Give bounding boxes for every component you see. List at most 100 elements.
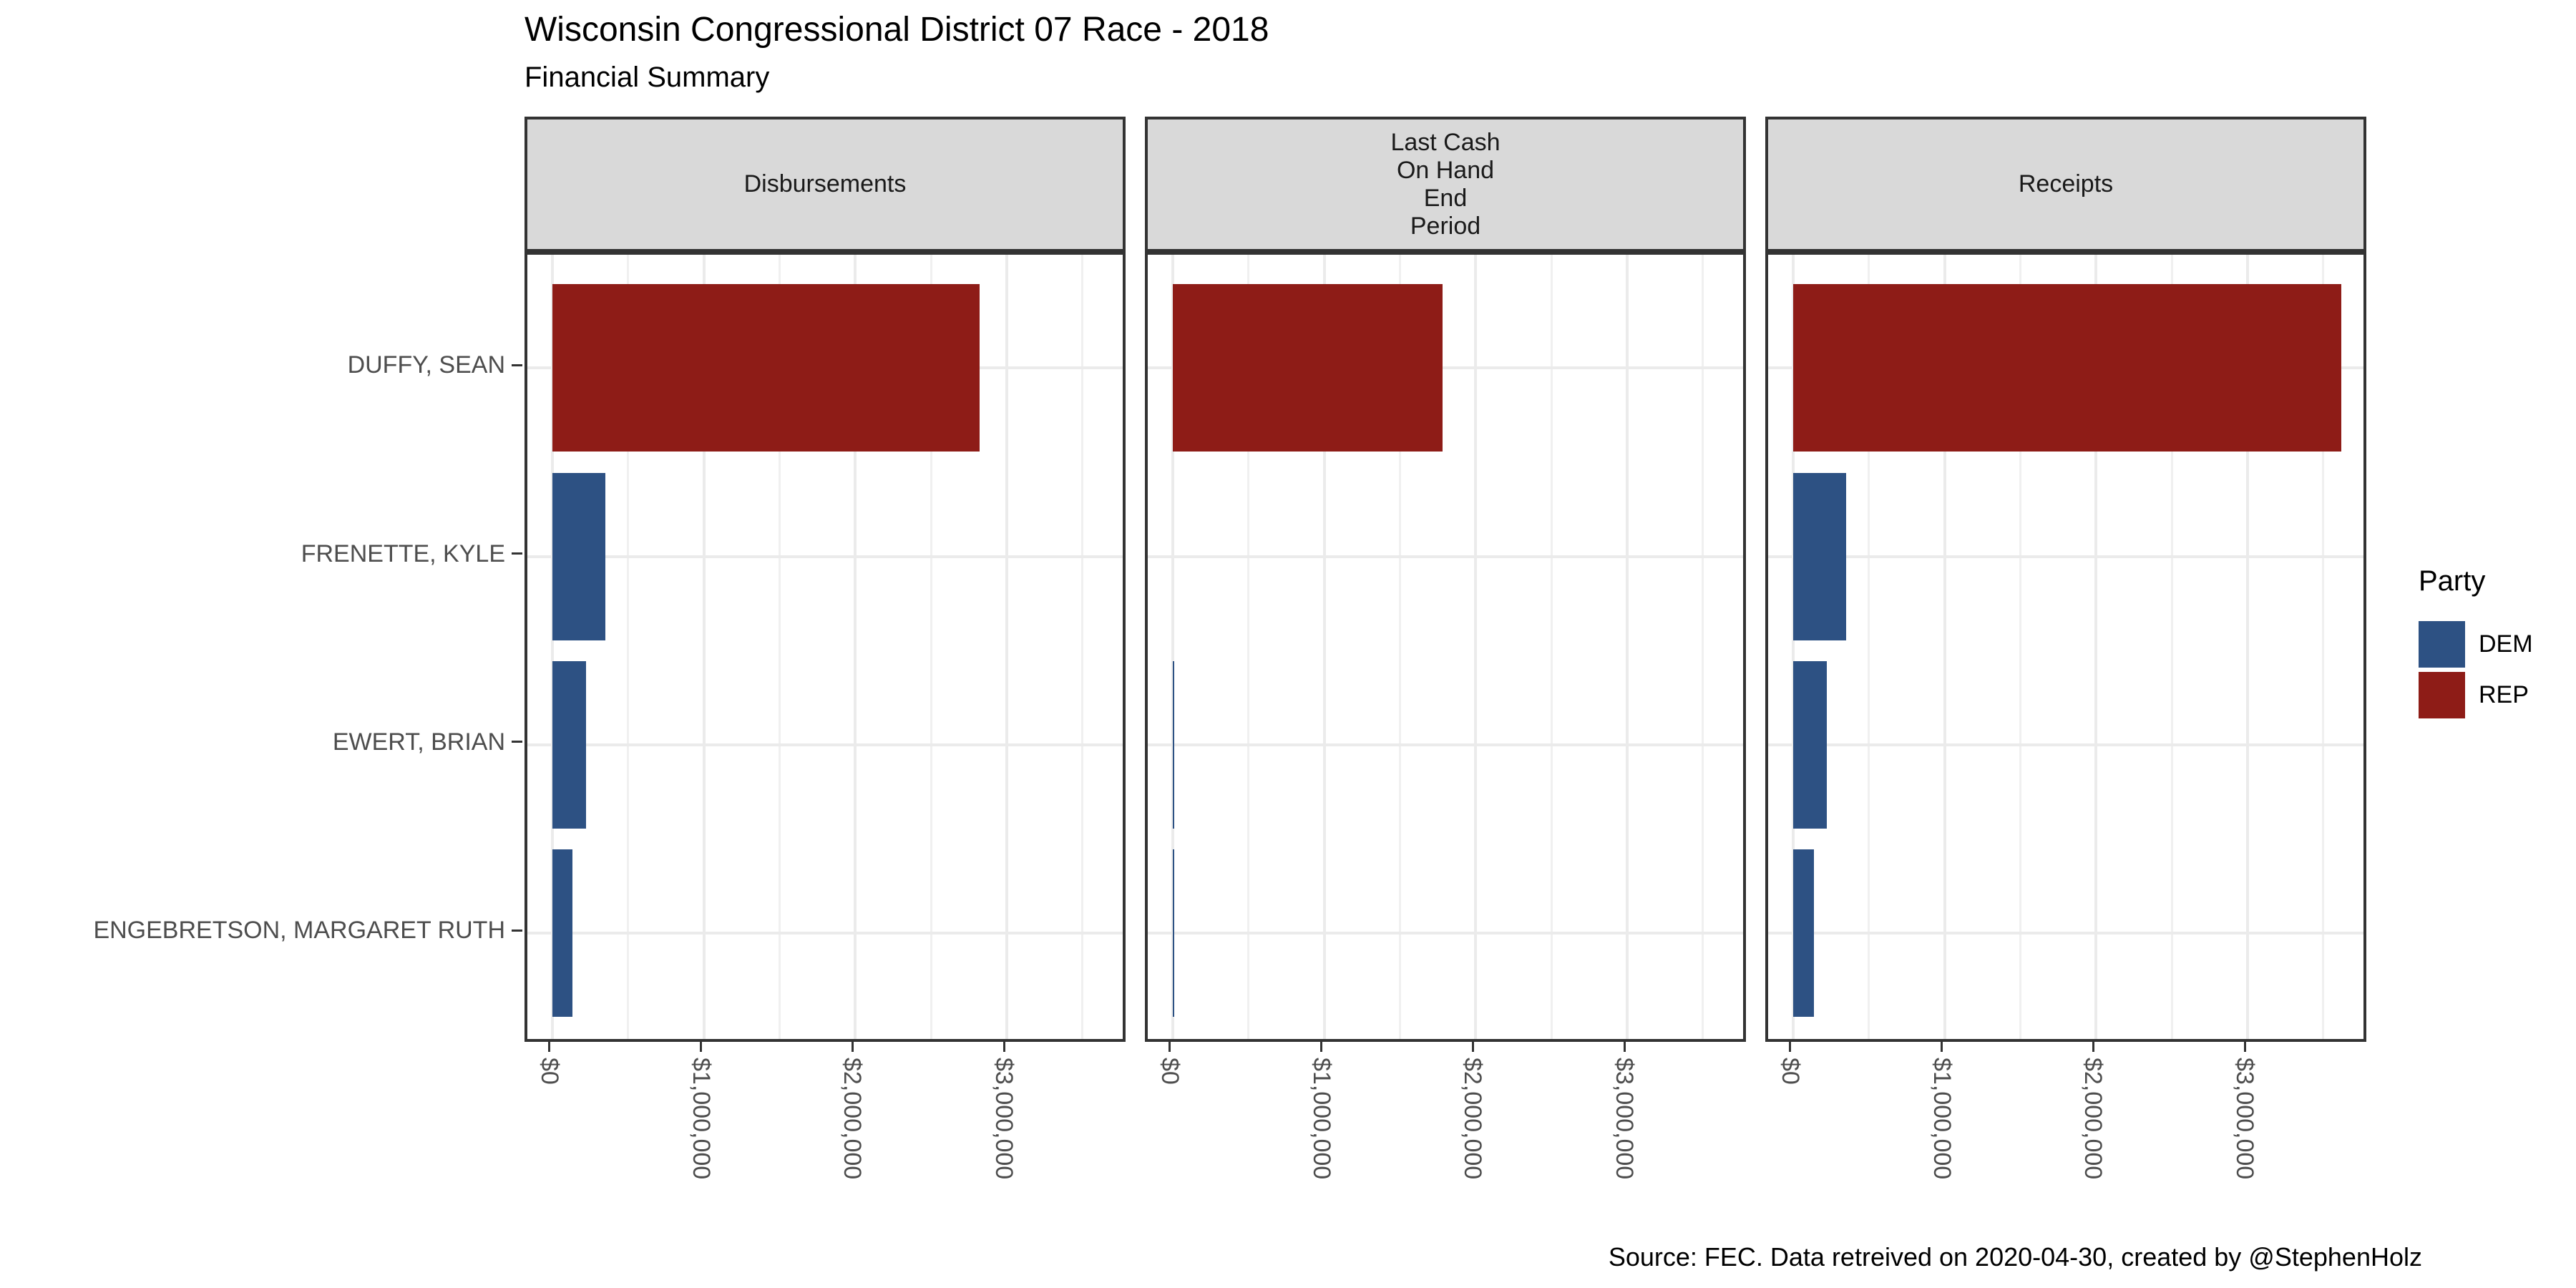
y-axis-label-ewert-brian: EWERT, BRIAN <box>332 728 505 756</box>
gridline-major-horizontal <box>1768 932 2363 935</box>
gridline-major-vertical <box>1474 255 1478 1039</box>
x-axis-tick <box>2092 1042 2094 1052</box>
gridline-major-horizontal <box>1148 743 1743 746</box>
x-axis-tick <box>1320 1042 1323 1052</box>
gridline-major-vertical <box>1791 255 1795 1039</box>
bar-last-cash-on-hand-end-period-ewert-brian <box>1172 660 1174 829</box>
gridline-major-horizontal <box>1148 366 1743 369</box>
facet-last-cash-on-hand-end-period: Last Cash On Hand End Period $0 $1,000,000… <box>1145 117 1746 1226</box>
legend-title: Party <box>2419 565 2486 597</box>
x-axis-tick-label: $1,000,000 <box>1928 1058 1956 1180</box>
x-axis-tick-label: $2,000,000 <box>1459 1058 1487 1180</box>
gridline-major-horizontal <box>527 743 1123 746</box>
gridline-minor-vertical <box>1868 255 1870 1039</box>
gridline-minor-vertical <box>1247 255 1250 1039</box>
gridline-minor-vertical <box>627 255 630 1039</box>
y-axis: DUFFY, SEAN FRENETTE, KYLE EWERT, BRIAN ENG… <box>0 252 525 1042</box>
gridline-minor-vertical <box>930 255 932 1039</box>
bar-receipts-ewert-brian <box>1792 660 1827 829</box>
y-axis-label-engebretson-margaret-ruth: ENGEBRETSON, MARGARET RUTH <box>93 917 505 944</box>
gridline-major-vertical <box>1005 255 1009 1039</box>
x-axis-tick <box>1941 1042 1943 1052</box>
bar-receipts-frenette-kyle <box>1792 472 1847 640</box>
gridline-major-horizontal <box>1768 555 2363 558</box>
x-axis-tick-label: $2,000,000 <box>2079 1058 2107 1180</box>
gridline-minor-vertical <box>779 255 781 1039</box>
facet-receipts: Receipts $0 $1,000,000 $2,000,000 $3,000,000 <box>1765 117 2366 1226</box>
y-axis-label-frenette-kyle: FRENETTE, KYLE <box>301 540 505 567</box>
facet-strip-label: Disbursements <box>743 170 907 197</box>
x-axis-tick <box>1789 1042 1792 1052</box>
y-axis-tick <box>512 741 522 743</box>
facet-panel <box>1145 252 1746 1042</box>
chart-subtitle: Financial Summary <box>525 62 770 93</box>
facet-strip: Last Cash On Hand End Period <box>1145 117 1746 252</box>
gridline-minor-vertical <box>1550 255 1553 1039</box>
x-axis-tick-label: $1,000,000 <box>687 1058 715 1180</box>
x-axis-tick-label: $3,000,000 <box>1611 1058 1639 1180</box>
x-axis-tick <box>548 1042 551 1052</box>
gridline-major-vertical <box>2246 255 2250 1039</box>
gridline-major-vertical <box>1626 255 1629 1039</box>
source-caption: Source: FEC. Data retreived on 2020-04-3… <box>1608 1242 2422 1272</box>
y-axis-tick <box>512 929 522 932</box>
gridline-major-horizontal <box>1148 932 1743 935</box>
gridline-minor-vertical <box>2170 255 2173 1039</box>
x-axis-tick-label: $0 <box>535 1058 563 1085</box>
facet-strip-label: Receipts <box>2018 170 2114 197</box>
legend-label-rep: REP <box>2479 681 2529 708</box>
bar-receipts-duffy-sean <box>1792 284 2342 452</box>
x-axis-tick-label: $1,000,000 <box>1307 1058 1335 1180</box>
bar-disbursements-ewert-brian <box>552 660 586 829</box>
gridline-minor-vertical <box>1399 255 1401 1039</box>
facet-disbursements: Disbursements $0 $1,000,000 $2,000,000 $3,00… <box>525 117 1126 1226</box>
gridline-major-vertical <box>1943 255 1946 1039</box>
bar-last-cash-on-hand-end-period-engebretson-margaret-ruth <box>1172 849 1174 1017</box>
gridline-major-vertical <box>854 255 857 1039</box>
chart-title: Wisconsin Congressional District 07 Race… <box>525 11 1269 49</box>
x-axis-tick <box>700 1042 703 1052</box>
y-axis-tick <box>512 552 522 555</box>
legend-swatch-rep <box>2419 672 2465 718</box>
legend: Party DEM REP <box>2419 565 2576 780</box>
gridline-major-horizontal <box>527 932 1123 935</box>
facet-panel <box>1765 252 2366 1042</box>
gridline-minor-vertical <box>2322 255 2325 1039</box>
gridline-major-horizontal <box>1148 555 1743 558</box>
x-axis-tick <box>1002 1042 1005 1052</box>
facet-strip-label: Last Cash On Hand End Period <box>1390 128 1501 240</box>
facet-strip: Receipts <box>1765 117 2366 252</box>
y-axis-tick <box>512 364 522 366</box>
x-axis-tick <box>1471 1042 1474 1052</box>
x-axis-tick-label: $3,000,000 <box>990 1058 1018 1180</box>
bar-disbursements-duffy-sean <box>552 284 980 452</box>
gridline-major-vertical <box>702 255 706 1039</box>
facet-panel <box>525 252 1126 1042</box>
bar-last-cash-on-hand-end-period-duffy-sean <box>1172 284 1443 452</box>
x-axis-tick-label: $3,000,000 <box>2231 1058 2259 1180</box>
x-axis-tick-label: $0 <box>1156 1058 1184 1085</box>
y-axis-label-duffy-sean: DUFFY, SEAN <box>347 351 505 379</box>
gridline-major-vertical <box>1171 255 1174 1039</box>
legend-entry-dem: DEM <box>2419 621 2576 668</box>
x-axis-tick-label: $2,000,000 <box>839 1058 867 1180</box>
gridline-minor-vertical <box>1702 255 1704 1039</box>
legend-swatch-dem <box>2419 621 2465 668</box>
gridline-major-horizontal <box>527 555 1123 558</box>
x-axis-tick <box>851 1042 854 1052</box>
x-axis-tick <box>1169 1042 1171 1052</box>
bar-receipts-engebretson-margaret-ruth <box>1792 849 1814 1017</box>
x-axis-tick <box>2243 1042 2246 1052</box>
gridline-major-vertical <box>550 255 554 1039</box>
gridline-major-horizontal <box>1768 743 2363 746</box>
x-axis-tick-label: $0 <box>1776 1058 1804 1085</box>
gridline-major-vertical <box>2094 255 2098 1039</box>
legend-entry-rep: REP <box>2419 672 2576 718</box>
facet-strip: Disbursements <box>525 117 1126 252</box>
legend-label-dem: DEM <box>2479 630 2533 658</box>
gridline-major-vertical <box>1322 255 1326 1039</box>
gridline-minor-vertical <box>2019 255 2021 1039</box>
x-axis-tick <box>1623 1042 1626 1052</box>
bar-disbursements-frenette-kyle <box>552 472 606 640</box>
